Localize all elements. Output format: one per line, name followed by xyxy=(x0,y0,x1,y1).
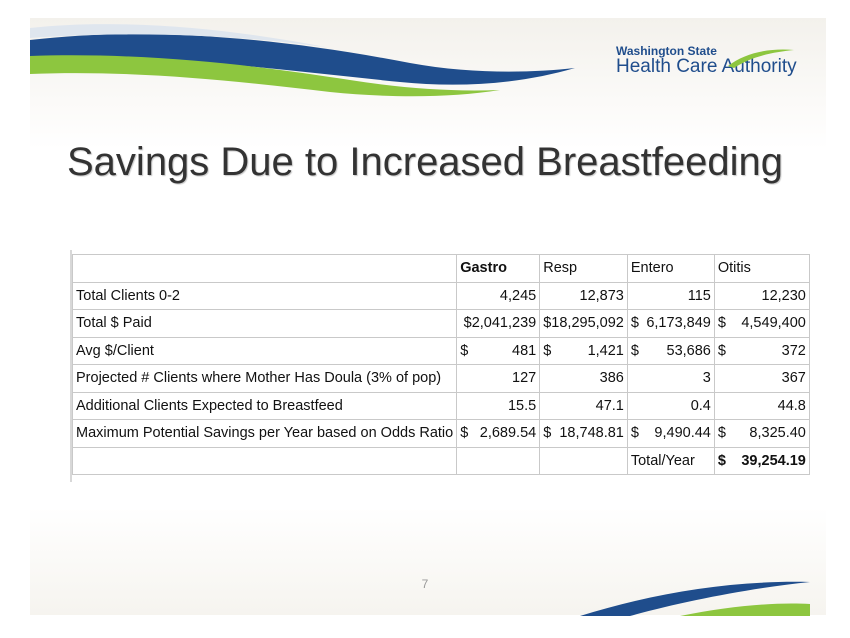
total-empty-resp xyxy=(539,446,628,475)
currency-symbol: $ xyxy=(630,425,639,442)
cell-resp: $18,295,092 xyxy=(539,309,628,338)
slide-title: Savings Due to Increased Breastfeeding xyxy=(67,140,783,184)
table-row: Projected # Clients where Mother Has Dou… xyxy=(71,364,810,393)
cell-value: 481 xyxy=(512,342,537,359)
spreadsheet-edge xyxy=(70,250,72,482)
cell-value: 4,245 xyxy=(499,287,537,304)
currency-symbol: $ xyxy=(717,425,726,442)
currency-symbol: $ xyxy=(717,315,726,332)
currency-symbol: $ xyxy=(717,342,726,359)
currency-symbol: $ xyxy=(630,315,639,332)
header-entero: Entero xyxy=(626,254,715,283)
footer-swoosh xyxy=(580,581,810,616)
cell-value: 12,230 xyxy=(761,287,806,304)
cell-resp: 47.1 xyxy=(539,391,628,420)
cell-value: 367 xyxy=(781,370,806,387)
cell-otitis: $372 xyxy=(713,336,810,365)
hca-logo: Washington State Health Care Authority xyxy=(616,44,806,84)
cell-value: 4,549,400 xyxy=(741,315,806,332)
table-total-row: Total/Year $ 39,254.19 xyxy=(71,446,810,475)
cell-value: 2,689.54 xyxy=(479,425,537,442)
cell-value: 53,686 xyxy=(666,342,711,359)
header-resp: Resp xyxy=(539,254,628,283)
row-label: Projected # Clients where Mother Has Dou… xyxy=(71,364,458,393)
cell-resp: 386 xyxy=(539,364,628,393)
cell-value: 15.5 xyxy=(507,397,537,414)
currency-symbol: $ xyxy=(543,425,552,442)
row-label: Total Clients 0-2 xyxy=(71,281,458,310)
cell-entero: $6,173,849 xyxy=(626,309,715,338)
cell-value: $2,041,239 xyxy=(463,315,537,332)
cell-resp: $18,748.81 xyxy=(539,419,628,448)
table-row: Total Clients 0-2 4,245 12,873 115 12,230 xyxy=(71,281,810,310)
cell-entero: $53,686 xyxy=(626,336,715,365)
total-value-cell: $ 39,254.19 xyxy=(713,446,810,475)
cell-value: 1,421 xyxy=(587,342,624,359)
cell-gastro: $2,041,239 xyxy=(456,309,541,338)
table-header-row: Gastro Resp Entero Otitis xyxy=(71,254,810,283)
total-value: 39,254.19 xyxy=(741,452,806,469)
header-cell-empty xyxy=(71,254,458,283)
currency-symbol: $ xyxy=(630,342,639,359)
cell-value: 44.8 xyxy=(777,397,806,414)
cell-otitis: 367 xyxy=(713,364,810,393)
total-empty-gastro xyxy=(456,446,541,475)
cell-entero: $9,490.44 xyxy=(626,419,715,448)
total-empty-label xyxy=(71,446,458,475)
cell-gastro: 4,245 xyxy=(456,281,541,310)
total-currency: $ xyxy=(717,452,726,469)
cell-value: 115 xyxy=(687,287,711,304)
cell-gastro: 127 xyxy=(456,364,541,393)
currency-symbol: $ xyxy=(543,342,552,359)
savings-table: Gastro Resp Entero Otitis Total Clients … xyxy=(71,254,810,475)
row-label: Avg $/Client xyxy=(71,336,458,365)
cell-gastro: $481 xyxy=(456,336,541,365)
cell-value: 372 xyxy=(781,342,806,359)
cell-otitis: 12,230 xyxy=(713,281,810,310)
row-label: Total $ Paid xyxy=(71,309,458,338)
cell-entero: 3 xyxy=(626,364,715,393)
logo-swoosh-icon xyxy=(728,49,794,68)
cell-otitis: $4,549,400 xyxy=(713,309,810,338)
cell-value: 47.1 xyxy=(595,397,624,414)
cell-resp: 12,873 xyxy=(539,281,628,310)
row-label: Maximum Potential Savings per Year based… xyxy=(71,419,458,448)
header-otitis: Otitis xyxy=(713,254,810,283)
header-gastro: Gastro xyxy=(456,254,541,283)
logo-line2: Health Care Authority xyxy=(616,56,797,77)
cell-value: 127 xyxy=(512,370,537,387)
table-row: Total $ Paid $2,041,239 $18,295,092 $6,173,… xyxy=(71,309,810,338)
cell-value: 12,873 xyxy=(579,287,624,304)
cell-value: 0.4 xyxy=(690,397,711,414)
currency-symbol: $ xyxy=(460,342,469,359)
logo-line1: Washington State xyxy=(616,44,717,58)
cell-value: 386 xyxy=(599,370,624,387)
cell-value: 8,325.40 xyxy=(749,425,806,442)
cell-gastro: $2,689.54 xyxy=(456,419,541,448)
cell-entero: 115 xyxy=(626,281,715,310)
total-label: Total/Year xyxy=(626,446,715,475)
header-swoosh xyxy=(30,24,575,97)
page-number: 7 xyxy=(421,577,429,591)
cell-otitis: $8,325.40 xyxy=(713,419,810,448)
cell-value: $18,295,092 xyxy=(543,315,624,332)
cell-otitis: 44.8 xyxy=(713,391,810,420)
table-row: Avg $/Client $481 $1,421 $53,686 $372 xyxy=(71,336,810,365)
cell-value: 18,748.81 xyxy=(559,425,624,442)
row-label: Additional Clients Expected to Breastfee… xyxy=(71,391,458,420)
cell-gastro: 15.5 xyxy=(456,391,541,420)
cell-value: 3 xyxy=(702,370,711,387)
table-row: Maximum Potential Savings per Year based… xyxy=(71,419,810,448)
cell-value: 9,490.44 xyxy=(654,425,711,442)
cell-resp: $1,421 xyxy=(539,336,628,365)
table-row: Additional Clients Expected to Breastfee… xyxy=(71,391,810,420)
cell-entero: 0.4 xyxy=(626,391,715,420)
cell-value: 6,173,849 xyxy=(646,315,711,332)
currency-symbol: $ xyxy=(460,425,469,442)
